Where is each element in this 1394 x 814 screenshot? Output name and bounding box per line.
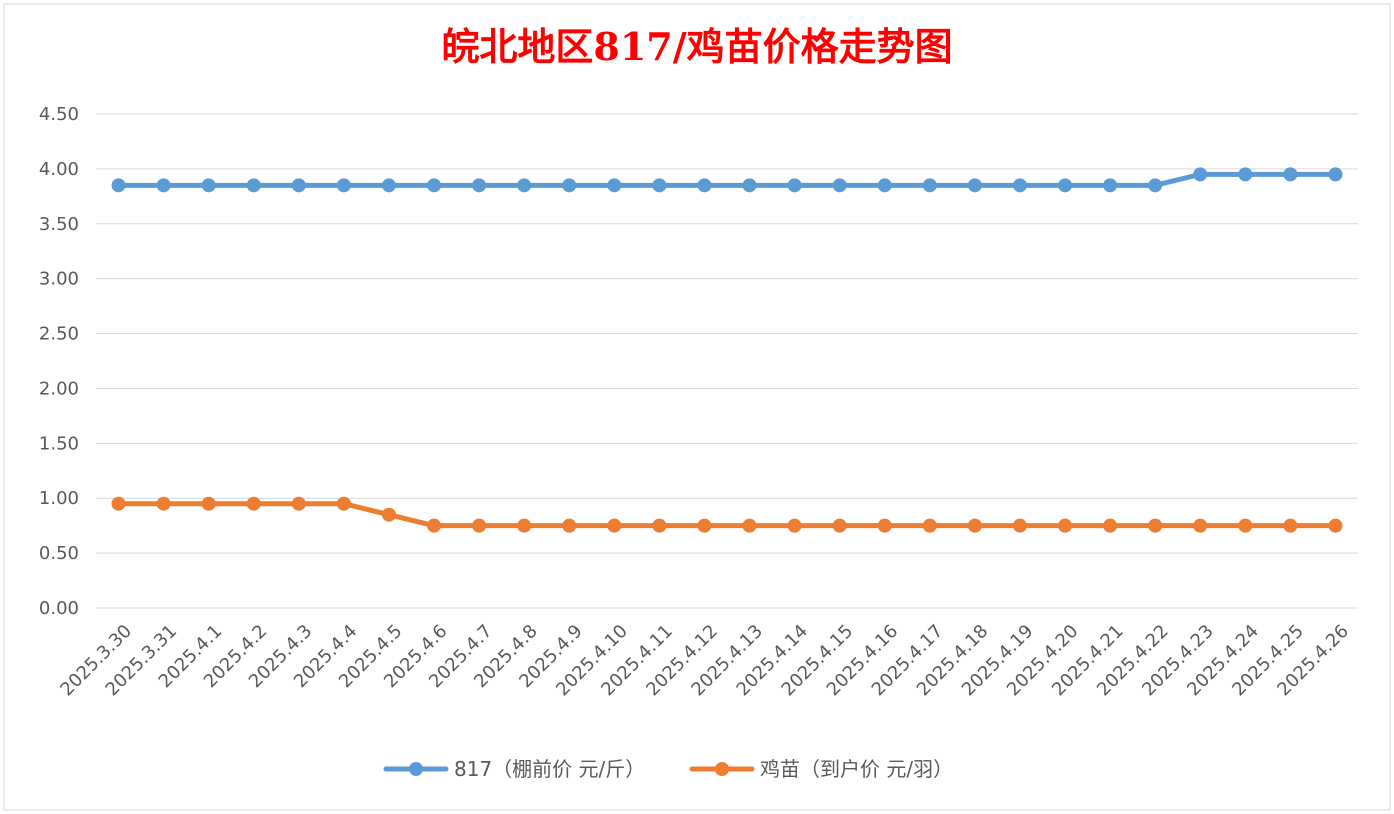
series-line-0 (116, 171, 1338, 188)
legend-swatch-marker (715, 762, 729, 776)
data-point (1148, 518, 1163, 533)
y-tick-label: 4.50 (39, 104, 79, 125)
data-point (1058, 518, 1073, 533)
data-point (291, 178, 306, 193)
data-point (1193, 167, 1208, 182)
legend-swatch-marker (409, 762, 423, 776)
legend: 817（棚前价 元/斤） 鸡苗（到户价 元/羽） (383, 757, 953, 781)
data-point (381, 507, 396, 522)
y-tick-label: 1.50 (39, 433, 79, 454)
data-point (427, 518, 442, 533)
y-tick-label: 0.00 (39, 598, 79, 619)
data-point (607, 178, 622, 193)
data-point (111, 496, 126, 511)
legend-label: 817（棚前价 元/斤） (454, 757, 645, 781)
x-axis-ticks: 2025.3.302025.3.312025.4.12025.4.22025.4… (56, 621, 1353, 701)
data-point (562, 178, 577, 193)
data-point (967, 518, 982, 533)
data-point (201, 178, 216, 193)
data-point (517, 178, 532, 193)
data-point (427, 178, 442, 193)
y-tick-label: 4.00 (39, 159, 79, 180)
data-point (787, 178, 802, 193)
data-point (787, 518, 802, 533)
data-point (1012, 178, 1027, 193)
series-line-1 (116, 501, 1338, 529)
data-point (832, 178, 847, 193)
data-point (111, 178, 126, 193)
data-point (697, 518, 712, 533)
y-tick-label: 3.50 (39, 214, 79, 235)
y-axis-ticks: 0.00 0.50 1.00 1.50 2.00 2.50 3.00 3.50 4.00 4.50 (39, 104, 79, 619)
chart-border (3, 3, 1391, 811)
data-point (472, 178, 487, 193)
data-point (742, 518, 757, 533)
data-point (1058, 178, 1073, 193)
data-point (246, 496, 261, 511)
data-point (607, 518, 622, 533)
gridlines (96, 113, 1358, 609)
data-point (472, 518, 487, 533)
data-point (1283, 518, 1298, 533)
data-point (1328, 518, 1343, 533)
data-point (652, 178, 667, 193)
y-tick-label: 1.00 (39, 488, 79, 509)
data-point (652, 518, 667, 533)
data-point (336, 496, 351, 511)
data-point (336, 178, 351, 193)
data-point (1012, 518, 1027, 533)
data-point (922, 518, 937, 533)
legend-label: 鸡苗（到户价 元/羽） (760, 757, 953, 781)
y-tick-label: 0.50 (39, 543, 79, 564)
data-point (381, 178, 396, 193)
data-point (1103, 178, 1118, 193)
data-point (1238, 518, 1253, 533)
data-point (1103, 518, 1118, 533)
data-point (697, 178, 712, 193)
data-point (246, 178, 261, 193)
data-point (201, 496, 216, 511)
data-point (832, 518, 847, 533)
data-point (1283, 167, 1298, 182)
y-tick-label: 3.00 (39, 269, 79, 290)
data-point (1328, 167, 1343, 182)
y-tick-label: 2.50 (39, 324, 79, 345)
data-point (922, 178, 937, 193)
chart-title: 皖北地区817/鸡苗价格走势图 (441, 24, 953, 69)
data-point (1193, 518, 1208, 533)
data-point (1238, 167, 1253, 182)
series-layer (111, 167, 1343, 533)
data-point (877, 518, 892, 533)
y-tick-label: 2.00 (39, 378, 79, 399)
data-point (877, 178, 892, 193)
data-point (1148, 178, 1163, 193)
data-point (156, 496, 171, 511)
data-point (742, 178, 757, 193)
data-point (562, 518, 577, 533)
data-point (156, 178, 171, 193)
data-point (291, 496, 306, 511)
data-point (517, 518, 532, 533)
data-point (967, 178, 982, 193)
